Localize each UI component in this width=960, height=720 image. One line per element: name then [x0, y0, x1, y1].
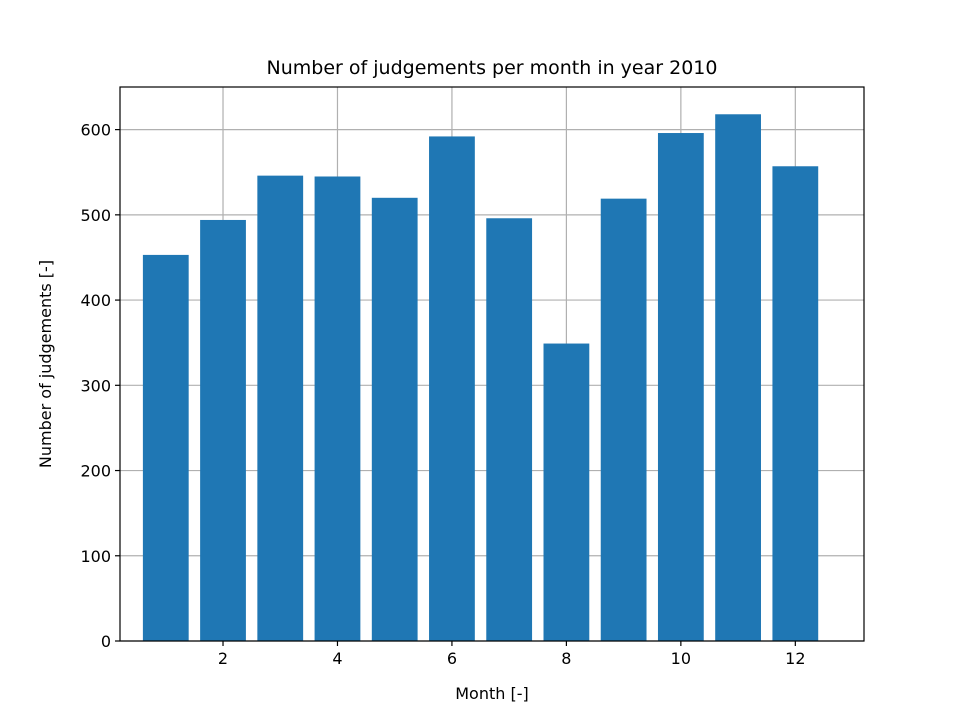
y-tick-label: 200 [80, 462, 111, 481]
bar-month-5 [371, 197, 418, 642]
bar-month-2 [200, 219, 246, 641]
x-tick-label: 10 [671, 649, 691, 668]
y-axis-label: Number of judgements [-] [36, 260, 55, 468]
y-tick-label: 0 [101, 632, 111, 651]
bar-month-11 [715, 114, 761, 641]
x-tick-label: 8 [561, 649, 571, 668]
bar-month-10 [657, 133, 704, 642]
bar-month-7 [486, 218, 533, 642]
x-axis-ticks: 2 4 6 8 10 12 [218, 641, 806, 668]
x-tick-label: 6 [447, 649, 457, 668]
x-axis-label: Month [-] [455, 684, 529, 703]
bar-month-3 [257, 175, 304, 641]
x-tick-label: 12 [785, 649, 805, 668]
x-tick-label: 2 [218, 649, 228, 668]
bar-month-4 [314, 176, 361, 641]
y-tick-label: 400 [80, 291, 111, 310]
x-tick-label: 4 [332, 649, 342, 668]
chart-title: Number of judgements per month in year 2… [267, 57, 718, 79]
bar-month-8 [543, 343, 590, 641]
y-axis-ticks: 0 100 200 300 400 500 600 [80, 121, 120, 651]
y-tick-label: 100 [80, 547, 111, 566]
plot-frame [119, 86, 865, 642]
bar-month-12 [772, 166, 819, 641]
bar-month-9 [600, 198, 647, 641]
y-tick-label: 600 [80, 121, 111, 140]
y-tick-label: 500 [80, 206, 111, 225]
bar-month-1 [142, 254, 189, 642]
bar-month-6 [429, 136, 475, 642]
y-tick-label: 300 [80, 376, 111, 395]
bars [142, 114, 819, 642]
